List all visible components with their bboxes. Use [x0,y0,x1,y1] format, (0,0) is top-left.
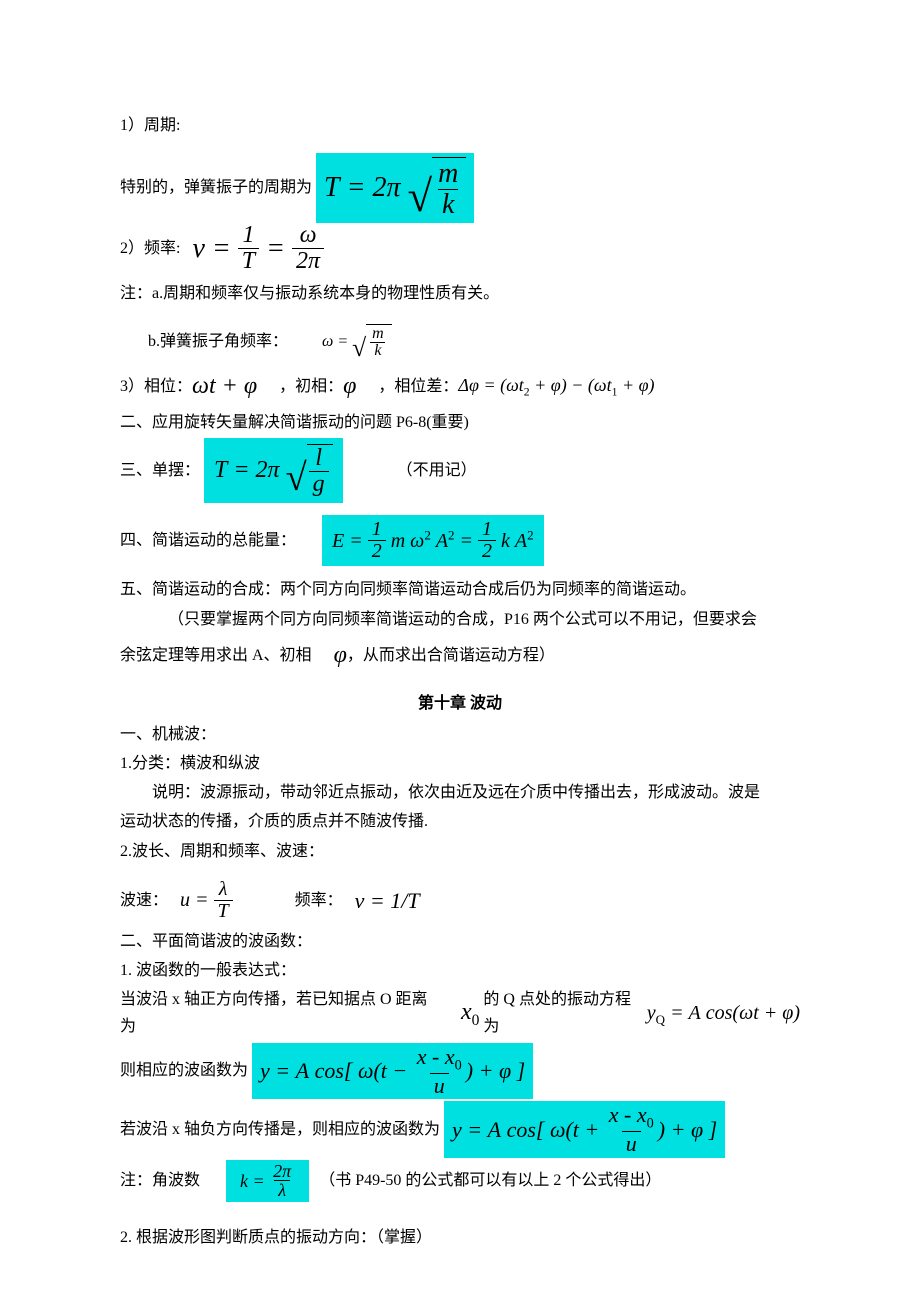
text: 五、简谐运动的合成：两个同方向同频率简谐运动合成后仍为同频率的简谐运动。 [120,576,696,603]
formula-omega: ω = √ mk [314,320,400,365]
formula-freq2: ν = 1/T [347,878,428,923]
formula-wave-neg: y = A cos[ ω(t + x - x0u ) + φ ] [444,1101,725,1157]
line-spring-period: 特别的，弹簧振子的周期为 T = 2π √ mk [120,153,800,223]
ch10-l3a: 说明：波源振动，带动邻近点振动，依次由近及远在介质中传播出去，形成波动。波是 [120,779,800,806]
text: 二、应用旋转矢量解决简谐振动的问题 P6-8(重要) [120,409,469,436]
text: 1）周期: [120,112,180,139]
text: 注：a.周期和频率仅与振动系统本身的物理性质有关。 [120,280,499,307]
text: 说明：波源振动，带动邻近点振动，依次由近及远在介质中传播出去，形成波动。波是 [152,779,760,806]
formula-delta-phi: Δφ = (ωt2 + φ) − (ωt1 + φ) [458,370,654,402]
text: （不用记） [397,457,477,484]
line-pendulum: 三、单摆： T = 2π √ lg （不用记） [120,438,800,503]
text: 频率： [295,887,343,914]
chapter10-title: 第十章 波动 [120,690,800,717]
text: ，初相： [279,373,343,400]
text: 波速： [120,887,168,914]
text: 2. 根据波形图判断质点的振动方向：（掌握） [120,1224,432,1251]
document-page: 1）周期: 特别的，弹簧振子的周期为 T = 2π √ mk 2）频率: ν =… [0,0,920,1313]
text: （只要掌握两个同方向同频率简谐运动的合成，P16 两个公式可以不用记，但要求会 [168,606,757,633]
formula-phi2: φ [334,635,347,676]
ch10-l4: 2.波长、周期和频率、波速： [120,838,800,865]
text: 二、平面简谐波的波函数： [120,928,312,955]
ch10-l12: 2. 根据波形图判断质点的振动方向：（掌握） [120,1224,800,1251]
text: 运动状态的传播，介质的质点并不随波传播. [120,808,428,835]
formula-wavespeed: u = λT [172,875,241,926]
text: 则相应的波函数为 [120,1057,248,1084]
formula-phase: ωt + φ [192,366,257,407]
line-combine-1: 五、简谐运动的合成：两个同方向同频率简谐运动合成后仍为同频率的简谐运动。 [120,576,800,603]
formula-pendulum: T = 2π √ lg [204,438,343,503]
text: 一、机械波： [120,721,216,748]
line-period-heading: 1）周期: [120,112,800,139]
text: 3）相位： [120,373,192,400]
formula-k: k = 2πλ [226,1160,309,1203]
note-b: b.弹簧振子角频率： ω = √ mk [120,320,800,365]
text: 若波沿 x 轴负方向传播是，则相应的波函数为 [120,1116,440,1143]
formula-wave-pos: y = A cos[ ω(t − x - x0u ) + φ ] [252,1043,533,1099]
text: 余弦定理等用求出 A、初相 [120,642,312,669]
ch10-l6: 二、平面简谐波的波函数： [120,928,800,955]
formula-energy: E = 12 m ω2 A2 = 12 k A2 [322,515,544,566]
ch10-l7: 1. 波函数的一般表达式： [120,957,800,984]
ch10-l1: 一、机械波： [120,721,800,748]
line-wave-neg: 若波沿 x 轴负方向传播是，则相应的波函数为 y = A cos[ ω(t + … [120,1101,800,1157]
line-sec2: 二、应用旋转矢量解决简谐振动的问题 P6-8(重要) [120,409,800,436]
line-combine-2b: 余弦定理等用求出 A、初相 φ ，从而求出合简谐运动方程） [120,635,800,676]
line-combine-2a: （只要掌握两个同方向同频率简谐运动的合成，P16 两个公式可以不用记，但要求会 [120,606,800,633]
line-phase: 3）相位： ωt + φ ，初相： φ ，相位差： Δφ = (ωt2 + φ)… [120,366,800,407]
formula-phi: φ [343,366,356,407]
formula-yQ: yQ = A cos(ωt + φ) [647,996,800,1031]
ch10-l3b: 运动状态的传播，介质的质点并不随波传播. [120,808,800,835]
text: 三、单摆： [120,457,200,484]
text: b.弹簧振子角频率： [148,328,288,355]
text: （书 P49-50 的公式都可以有以上 2 个公式得出） [319,1167,661,1194]
text: ，从而求出合简谐运动方程） [347,642,555,669]
line-frequency-def: 2）频率: ν = 1T = ω2π [120,219,800,278]
text: 特别的，弹簧振子的周期为 [120,174,312,201]
text: 2.波长、周期和频率、波速： [120,838,324,865]
line-wavespeed: 波速： u = λT 频率： ν = 1/T [120,875,800,926]
text: 当波沿 x 轴正方向传播，若已知据点 O 距离为 [120,986,439,1040]
text: 的 Q 点处的振动方程为 [483,986,644,1040]
formula-x0: x0 [461,992,479,1034]
line-wave-pos: 则相应的波函数为 y = A cos[ ω(t − x - x0u ) + φ … [120,1043,800,1099]
line-wave-pos-desc: 当波沿 x 轴正方向传播，若已知据点 O 距离为 x0 的 Q 点处的振动方程为… [120,986,800,1040]
line-energy: 四、简谐运动的总能量： E = 12 m ω2 A2 = 12 k A2 [120,515,800,566]
formula-frequency: ν = 1T = ω2π [184,219,332,278]
text: 四、简谐运动的总能量： [120,527,296,554]
text: ，相位差： [378,373,458,400]
text: 1. 波函数的一般表达式： [120,957,296,984]
text: 2）频率: [120,235,180,262]
text: 注：角波数 [120,1167,200,1194]
ch10-l2: 1.分类：横波和纵波 [120,750,800,777]
formula-spring-period: T = 2π √ mk [316,153,474,223]
text: 1.分类：横波和纵波 [120,750,260,777]
line-angular-wavenumber: 注：角波数 k = 2πλ （书 P49-50 的公式都可以有以上 2 个公式得… [120,1160,800,1203]
note-a: 注：a.周期和频率仅与振动系统本身的物理性质有关。 [120,280,800,307]
